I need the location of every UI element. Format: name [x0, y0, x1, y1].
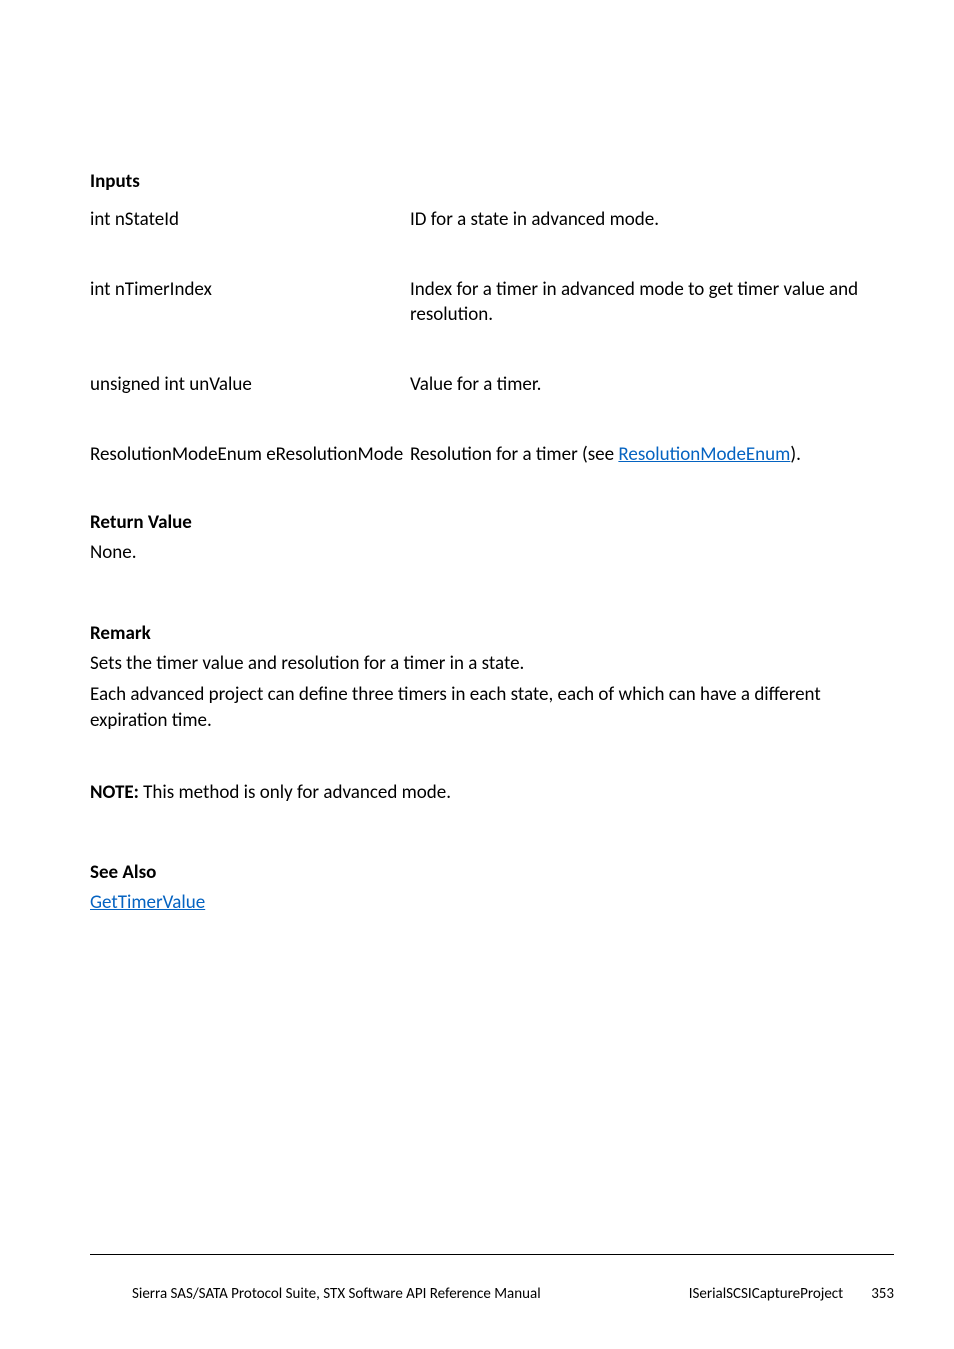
return-value-text: None. — [90, 540, 864, 566]
inputs-heading: Inputs — [90, 170, 864, 193]
footer-interface-name: ISerialSCSICaptureProject — [689, 1285, 843, 1303]
note-label: NOTE: — [90, 781, 139, 804]
note-line: NOTE: This method is only for advanced m… — [90, 780, 864, 806]
remark-line: Sets the timer value and resolution for … — [90, 651, 864, 677]
footer-divider — [90, 1254, 894, 1255]
note-text: This method is only for advanced mode. — [139, 781, 451, 804]
page-footer: Sierra SAS/SATA Protocol Suite, STX Soft… — [90, 1254, 894, 1303]
remark-heading: Remark — [90, 622, 864, 645]
param-row: ResolutionModeEnum eResolutionMode Resol… — [90, 442, 864, 468]
param-name: int nStateId — [90, 207, 410, 233]
resolution-mode-enum-link[interactable]: ResolutionModeEnum — [618, 443, 790, 466]
param-desc: Resolution for a timer (see ResolutionMo… — [410, 442, 864, 468]
param-name: int nTimerIndex — [90, 277, 410, 303]
param-desc-prefix: Resolution for a timer (see — [410, 443, 618, 466]
param-name: unsigned int unValue — [90, 372, 410, 398]
get-timer-value-link[interactable]: GetTimerValue — [90, 891, 205, 914]
param-desc: Value for a timer. — [410, 372, 864, 398]
param-row: unsigned int unValue Value for a timer. — [90, 372, 864, 398]
param-name: ResolutionModeEnum eResolutionMode — [90, 442, 410, 468]
footer-manual-title: Sierra SAS/SATA Protocol Suite, STX Soft… — [90, 1285, 541, 1303]
see-also-heading: See Also — [90, 861, 864, 884]
param-desc-suffix: ). — [790, 443, 801, 466]
param-desc: Index for a timer in advanced mode to ge… — [410, 277, 864, 328]
footer-page-number: 353 — [871, 1285, 894, 1303]
remark-line: Each advanced project can define three t… — [90, 682, 864, 733]
return-value-heading: Return Value — [90, 511, 864, 534]
param-row: int nStateId ID for a state in advanced … — [90, 207, 864, 233]
param-desc: ID for a state in advanced mode. — [410, 207, 864, 233]
param-row: int nTimerIndex Index for a timer in adv… — [90, 277, 864, 328]
